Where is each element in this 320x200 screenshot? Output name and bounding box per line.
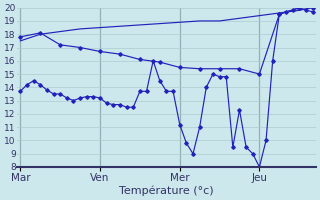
X-axis label: Température (°c): Température (°c) [119, 185, 214, 196]
